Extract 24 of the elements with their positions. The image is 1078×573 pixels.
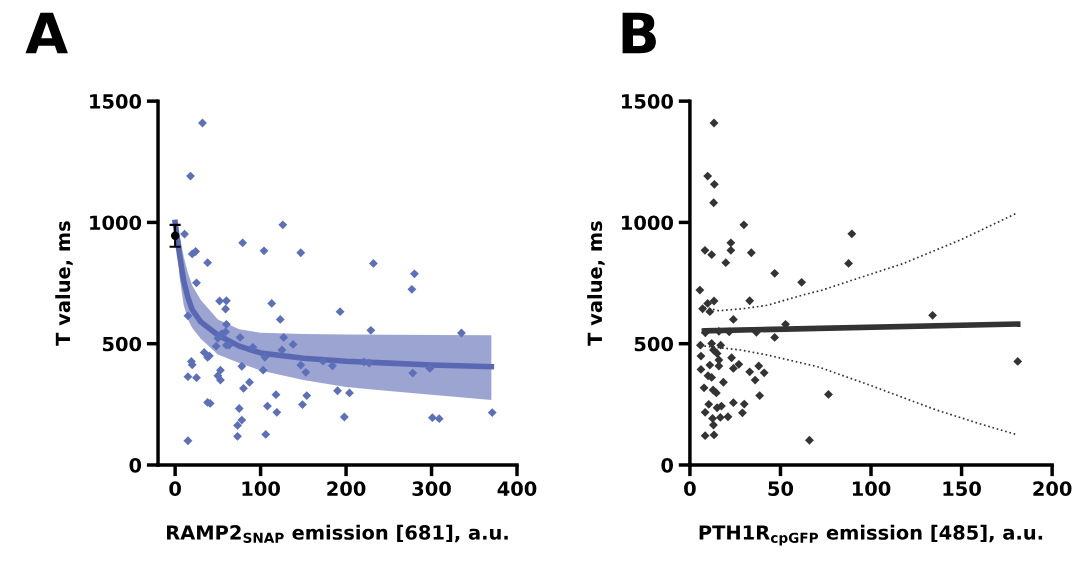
chart-title: B (622, 12, 656, 54)
y-tick-label: 500 (102, 336, 142, 352)
y-tick-label: 0 (661, 457, 674, 473)
x-tick-label: 0 (169, 481, 181, 497)
y-tick-label: 1500 (90, 94, 142, 109)
y-axis-title: T value, ms (55, 221, 73, 346)
y-tick-label: 0 (129, 457, 142, 473)
chart-title: A (25, 12, 68, 54)
x-tick-label: 200 (327, 481, 366, 497)
y-tick-label: 1000 (90, 215, 142, 231)
x-tick-label: 100 (852, 481, 891, 497)
x-axis-title: PTH1R$_{cpGFP}$ emission [485], a.u. (699, 524, 1043, 546)
x-tick-label: 0 (684, 481, 696, 497)
x-axis-title: RAMP2$_{SNAP}$ emission [681], a.u. (167, 524, 508, 543)
x-tick-label: 200 (1033, 481, 1072, 497)
y-tick-label: 1000 (622, 215, 674, 231)
y-axis-title: T value, ms (587, 221, 605, 346)
x-tick-label: 150 (943, 481, 981, 497)
x-tick-label: 100 (242, 481, 280, 497)
x-tick-label: 300 (412, 481, 451, 497)
y-tick-label: 500 (634, 336, 674, 352)
x-tick-label: 400 (497, 481, 537, 497)
y-tick-label: 1500 (622, 94, 674, 109)
x-tick-label: 50 (768, 481, 794, 497)
